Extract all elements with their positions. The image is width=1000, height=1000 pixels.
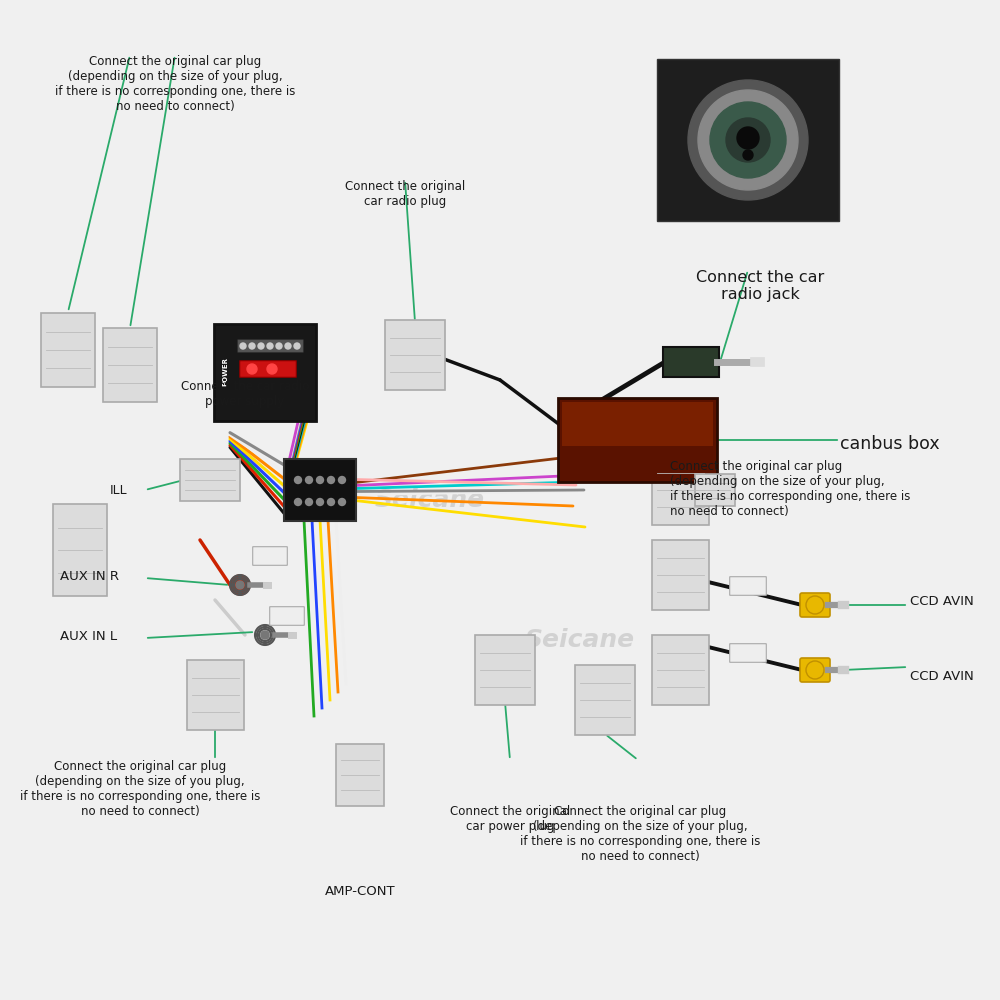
FancyBboxPatch shape [800, 593, 830, 617]
FancyBboxPatch shape [240, 361, 296, 377]
FancyBboxPatch shape [695, 474, 735, 506]
FancyBboxPatch shape [284, 459, 356, 521]
Circle shape [806, 596, 824, 614]
FancyBboxPatch shape [558, 398, 717, 482]
Circle shape [294, 477, 302, 484]
Text: Connect the original car plug
(depending on the size of your plug,
if there is n: Connect the original car plug (depending… [670, 460, 910, 518]
FancyBboxPatch shape [103, 328, 157, 402]
Text: Connect the original car plug
(depending on the size of your plug,
if there is n: Connect the original car plug (depending… [55, 55, 295, 113]
Circle shape [285, 343, 291, 349]
Circle shape [688, 80, 808, 200]
Circle shape [247, 364, 257, 374]
Text: CCD AVIN: CCD AVIN [910, 595, 974, 608]
FancyBboxPatch shape [663, 347, 719, 377]
Circle shape [276, 343, 282, 349]
Circle shape [294, 498, 302, 506]
Text: AUX IN R: AUX IN R [60, 570, 119, 583]
Circle shape [710, 102, 786, 178]
FancyBboxPatch shape [180, 459, 240, 501]
FancyBboxPatch shape [186, 660, 244, 730]
Circle shape [249, 343, 255, 349]
FancyBboxPatch shape [253, 547, 287, 565]
FancyBboxPatch shape [657, 59, 839, 221]
Circle shape [294, 343, 300, 349]
Circle shape [737, 127, 759, 149]
Circle shape [316, 477, 324, 484]
FancyBboxPatch shape [270, 607, 304, 625]
Circle shape [328, 477, 334, 484]
Circle shape [267, 343, 273, 349]
Circle shape [306, 498, 312, 506]
Text: Connect the original
car radio plug: Connect the original car radio plug [345, 180, 465, 208]
FancyBboxPatch shape [652, 635, 708, 705]
FancyBboxPatch shape [238, 340, 303, 352]
FancyBboxPatch shape [800, 658, 830, 682]
FancyBboxPatch shape [385, 320, 445, 390]
Text: ILL: ILL [110, 484, 128, 497]
Circle shape [328, 498, 334, 506]
Circle shape [726, 118, 770, 162]
FancyBboxPatch shape [41, 313, 95, 387]
Circle shape [306, 477, 312, 484]
Text: Seicane: Seicane [525, 628, 635, 652]
Circle shape [255, 625, 275, 645]
FancyBboxPatch shape [53, 504, 107, 596]
Text: AUX IN L: AUX IN L [60, 630, 117, 643]
FancyBboxPatch shape [336, 744, 384, 806]
Text: canbus box: canbus box [840, 435, 940, 453]
FancyBboxPatch shape [562, 402, 713, 446]
Text: Connect the car radio
power supply: Connect the car radio power supply [181, 380, 309, 408]
Text: Connect the original
car power plug: Connect the original car power plug [450, 805, 570, 833]
Circle shape [743, 150, 753, 160]
FancyBboxPatch shape [575, 665, 635, 735]
FancyBboxPatch shape [214, 324, 316, 421]
Circle shape [316, 498, 324, 506]
Circle shape [258, 343, 264, 349]
FancyBboxPatch shape [730, 644, 766, 662]
FancyBboxPatch shape [652, 455, 708, 525]
Circle shape [240, 343, 246, 349]
Text: Connect the original car plug
(depending on the size of you plug,
if there is no: Connect the original car plug (depending… [20, 760, 260, 818]
FancyBboxPatch shape [730, 577, 766, 595]
Text: POWER: POWER [222, 358, 228, 386]
Circle shape [236, 581, 244, 589]
Circle shape [230, 575, 250, 595]
Circle shape [261, 631, 269, 639]
Text: AMP-CONT: AMP-CONT [325, 885, 395, 898]
Text: Connect the car
radio jack: Connect the car radio jack [696, 270, 824, 302]
Circle shape [338, 498, 346, 506]
Text: Connect the original car plug
(depending on the size of your plug,
if there is n: Connect the original car plug (depending… [520, 805, 760, 863]
Circle shape [698, 90, 798, 190]
FancyBboxPatch shape [475, 635, 535, 705]
FancyBboxPatch shape [652, 540, 708, 610]
Text: Seicane: Seicane [375, 488, 485, 512]
Circle shape [267, 364, 277, 374]
Circle shape [338, 477, 346, 484]
Circle shape [806, 661, 824, 679]
Text: CCD AVIN: CCD AVIN [910, 670, 974, 683]
